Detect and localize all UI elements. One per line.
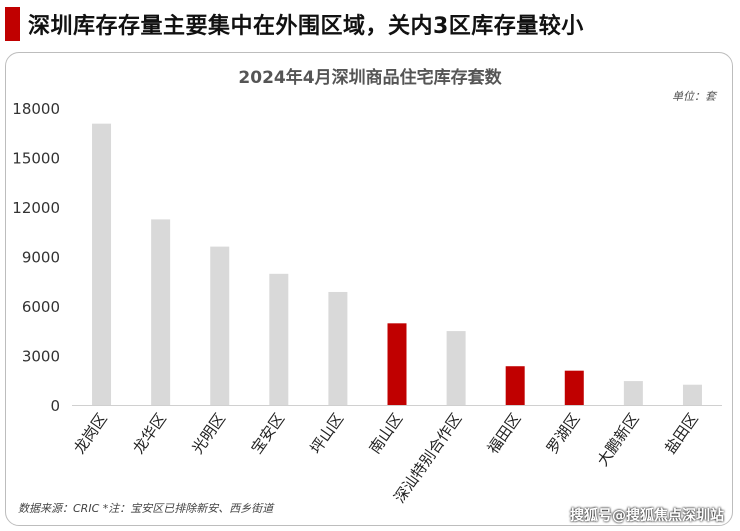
x-tick-label: 福田区 [484, 410, 525, 457]
bar-1 [92, 123, 112, 406]
chart-panel [5, 52, 733, 526]
watermark: 搜狐号@搜狐焦点深圳站 [570, 508, 724, 524]
x-tick-label: 坪山区 [307, 410, 348, 457]
unit-label: 单位：套 [672, 90, 716, 103]
chart-title: 2024年4月深圳商品住宅库存套数 [238, 68, 502, 88]
y-tick-label: 18000 [12, 100, 60, 118]
y-tick-label: 3000 [22, 348, 60, 366]
bar-9 [564, 370, 584, 405]
headline-banner: 深圳库存存量主要集中在外围区域，关内3区库存量较小 [0, 0, 740, 48]
x-tick-label: 南山区 [366, 410, 407, 457]
x-tick-label: 盐田区 [661, 410, 702, 457]
bar-8 [505, 366, 525, 405]
x-tick-label: 宝安区 [248, 410, 289, 457]
bar-11 [682, 384, 702, 405]
y-tick-label: 9000 [22, 249, 60, 267]
headline-text: 深圳库存存量主要集中在外围区域，关内3区库存量较小 [28, 14, 584, 39]
x-tick-label: 罗湖区 [543, 410, 584, 457]
x-tick-label: 龙岗区 [70, 410, 111, 457]
x-tick-label: 光明区 [188, 410, 229, 457]
y-tick-label: 0 [50, 397, 60, 415]
y-tick-label: 6000 [22, 298, 60, 316]
y-tick-label: 15000 [12, 150, 60, 168]
bar-10 [623, 381, 643, 405]
y-tick-label: 12000 [12, 199, 60, 217]
bar-4 [269, 273, 289, 405]
accent-bar [5, 7, 20, 41]
bar-6 [387, 323, 407, 405]
bar-2 [151, 219, 171, 405]
bar-7 [446, 331, 466, 405]
x-tick-label: 龙华区 [129, 410, 170, 457]
x-tick-label: 大鹏新区 [593, 410, 642, 469]
bar-5 [328, 291, 348, 405]
source-note: 数据来源：CRIC *注：宝安区已排除新安、西乡街道 [18, 502, 274, 515]
bar-3 [210, 246, 230, 405]
